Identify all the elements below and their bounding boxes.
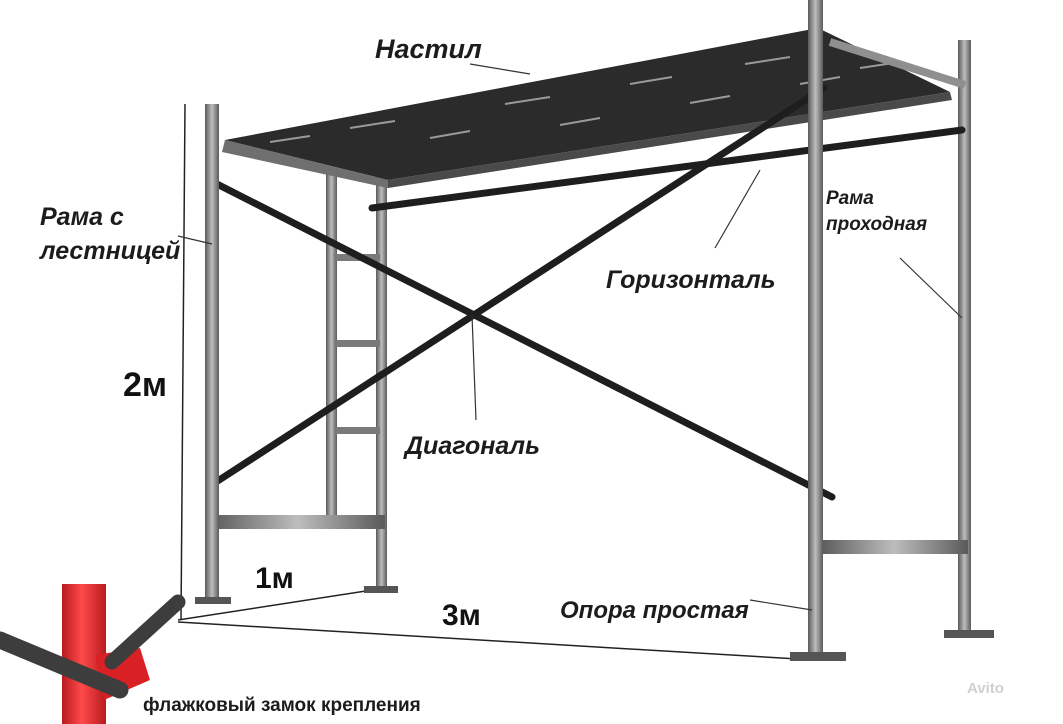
label-frame-with-ladder-line1: Рама с (40, 203, 124, 231)
frame-pass-post-back (958, 40, 971, 635)
frame-pass-through (820, 40, 994, 638)
label-width: 1м (255, 562, 294, 595)
label-diagonal: Диагональ (405, 432, 540, 460)
frame-ladder-crossbar (210, 515, 385, 529)
diagonal-braces (209, 84, 836, 501)
ladder-post-right (376, 175, 387, 593)
label-frame-pass-through: Рама проходная (826, 186, 927, 238)
label-support: Опора простая (560, 597, 749, 624)
leader-lines (177, 63, 963, 611)
horizontal-brace (368, 126, 966, 212)
frame-pass-crossbar (820, 540, 968, 554)
label-frame-pass-line1: Рама (826, 188, 874, 209)
label-frame-with-ladder: Рама с лестницей (40, 200, 180, 268)
label-frame-with-ladder-line2: лестницей (40, 237, 181, 265)
support-base-plate-left (195, 597, 231, 604)
frame-pass-post-front (808, 0, 823, 658)
length-dimension-line (177, 621, 816, 661)
label-frame-pass-line2: проходная (826, 214, 928, 235)
label-length: 3м (442, 599, 481, 632)
diagonal-brace-1 (209, 178, 836, 501)
support-base-plate (364, 586, 398, 593)
label-deck: Настил (375, 34, 482, 64)
deck-side-rail (828, 38, 967, 89)
deck-front-edge (222, 140, 388, 188)
frame-ladder-post-front (205, 104, 219, 602)
deck-surface (225, 28, 950, 180)
dimension-lines (177, 103, 816, 661)
deck (222, 28, 952, 188)
label-height: 2м (123, 366, 168, 404)
height-dimension-line (180, 103, 186, 621)
ladder-post-left (326, 170, 337, 520)
lock-tube-1 (0, 631, 129, 699)
label-horizontal: Горизонталь (606, 266, 776, 294)
ladder-rung (334, 427, 380, 434)
label-flag-lock: флажковый замок крепления (143, 695, 421, 716)
ladder-rung (334, 340, 380, 347)
watermark-logo: Avito (967, 680, 1004, 697)
red-pipe (62, 584, 106, 724)
support-base-plate-front (790, 652, 846, 661)
diagonal-brace-2 (209, 84, 828, 488)
lock-tube-2 (104, 594, 186, 670)
flag-lock-detail (0, 584, 186, 724)
width-dimension-line (177, 587, 386, 621)
support-base-plate-back (944, 630, 994, 638)
